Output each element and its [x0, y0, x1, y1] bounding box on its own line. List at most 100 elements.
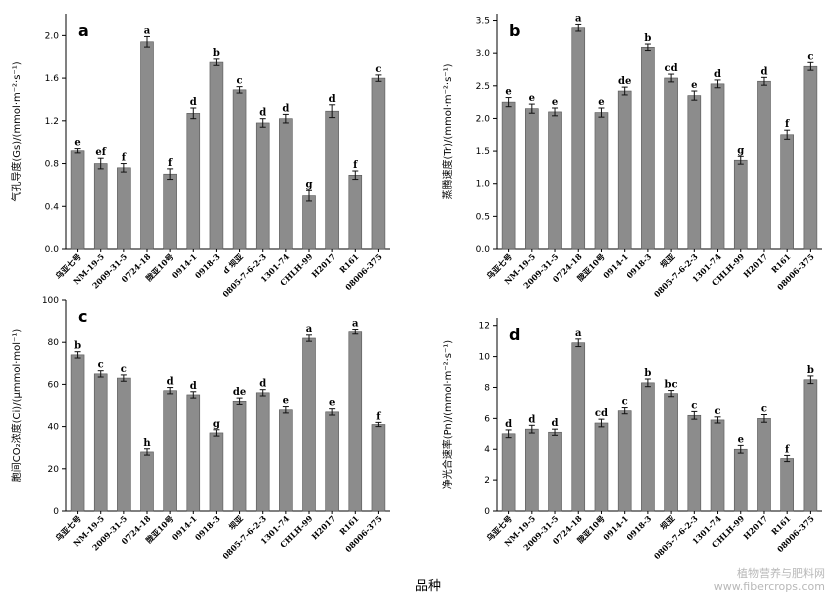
bar: [548, 431, 562, 512]
bar: [186, 394, 201, 512]
bar: [325, 411, 339, 512]
significance-letter: d: [259, 379, 266, 390]
y-tick-label: 2.0: [476, 114, 491, 124]
significance-letter: a: [575, 328, 582, 339]
bar: [70, 354, 85, 512]
y-tick-label: 2: [484, 476, 490, 486]
y-axis-title: 净光合速率(Pn)/(mmol·m⁻²·s⁻¹): [441, 340, 454, 490]
bar: [255, 392, 270, 512]
significance-letter: f: [785, 444, 790, 455]
y-tick-label: 6: [484, 414, 490, 424]
bar: [209, 61, 224, 250]
y-tick-label: 40: [48, 423, 60, 433]
bar: [117, 377, 131, 512]
y-tick-label: 10: [479, 353, 491, 363]
watermark-line1: 植物营养与肥料网: [737, 567, 825, 580]
category-label: H2017: [741, 251, 769, 279]
panel-d: 024681012净光合速率(Pn)/(mmol·m⁻²·s⁻¹)dd乌亚七号d…: [441, 318, 822, 561]
y-tick-label: 20: [48, 465, 60, 475]
significance-letter: e: [505, 87, 511, 98]
significance-letter: cd: [595, 408, 608, 419]
significance-letter: ef: [95, 147, 106, 158]
bar: [687, 414, 702, 512]
y-tick-label: 3.5: [476, 17, 490, 27]
significance-letter: f: [785, 119, 790, 130]
bar: [664, 77, 678, 250]
y-tick-label: 3.0: [476, 49, 491, 59]
x-axis-title: 品种: [415, 579, 441, 594]
bar: [617, 90, 632, 250]
significance-letter: c: [375, 64, 381, 75]
y-tick-label: 12: [479, 322, 490, 332]
significance-letter: c: [807, 51, 813, 62]
bar: [302, 337, 316, 512]
significance-letter: c: [714, 406, 720, 417]
bar: [93, 373, 108, 512]
panel-c: 020406080100胞间CO₂浓度(Ci)/(μmmol·mol⁻¹)cb乌…: [10, 296, 390, 561]
significance-letter: f: [122, 153, 127, 164]
y-tick-label: 60: [48, 380, 60, 390]
bar: [710, 419, 725, 512]
significance-letter: d: [505, 419, 512, 430]
significance-letter: d: [329, 94, 336, 105]
bar: [780, 134, 794, 250]
panel-letter: d: [509, 325, 520, 344]
significance-letter: de: [233, 387, 246, 398]
significance-letter: a: [575, 13, 582, 24]
bar: [594, 112, 609, 250]
significance-letter: d: [760, 66, 767, 77]
category-label: H2017: [309, 513, 337, 541]
bar: [780, 458, 794, 512]
y-tick-label: 80: [48, 338, 60, 348]
bar: [348, 331, 363, 512]
significance-letter: g: [737, 145, 744, 156]
bar: [641, 382, 655, 512]
y-tick-label: 100: [42, 296, 59, 306]
significance-letter: de: [618, 76, 631, 87]
bar: [232, 400, 247, 512]
significance-letter: e: [74, 138, 80, 149]
bar: [501, 101, 516, 250]
bar: [279, 409, 293, 512]
significance-letter: e: [598, 97, 604, 108]
bar: [571, 27, 586, 250]
y-tick-label: 1.6: [45, 74, 60, 84]
significance-letter: c: [622, 397, 628, 408]
y-tick-label: 0.0: [45, 245, 60, 255]
bar: [93, 163, 108, 250]
watermark-line2: www.fibercrops.com: [713, 580, 825, 593]
category-label: 坝亚: [658, 251, 676, 269]
y-tick-label: 4: [484, 445, 490, 455]
bar: [757, 80, 771, 250]
bar: [279, 118, 293, 250]
y-axis-title: 蒸腾速度(Tr)/(mmol·m⁻²·s⁻¹): [441, 63, 454, 199]
bar: [117, 167, 131, 250]
y-tick-label: 1.5: [476, 147, 490, 157]
category-label: H2017: [309, 251, 337, 279]
bar: [803, 65, 818, 250]
significance-letter: e: [283, 396, 289, 407]
bar: [255, 122, 270, 250]
significance-letter: e: [738, 434, 744, 445]
bar: [733, 159, 748, 250]
significance-letter: g: [213, 419, 220, 430]
panel-b: 0.0 0.5 1.0 1.5 2.0 2.5 3.0 3.5 蒸腾速度(Tr)/(mmol·m…: [441, 13, 822, 299]
significance-letter: d: [167, 377, 174, 388]
y-tick-label: 2.5: [476, 82, 490, 92]
category-label: 0918-3: [624, 251, 653, 280]
category-label: 坝亚: [227, 513, 245, 531]
significance-letter: f: [376, 411, 381, 422]
bar: [571, 342, 586, 512]
bar: [140, 451, 154, 512]
bar: [325, 110, 339, 250]
significance-letter: b: [74, 341, 81, 352]
bar: [501, 433, 516, 512]
significance-letter: e: [552, 97, 558, 108]
significance-letter: d: [282, 103, 289, 114]
y-tick-label: 0: [484, 507, 490, 517]
significance-letter: bc: [665, 380, 678, 391]
significance-letter: h: [143, 438, 151, 449]
significance-letter: e: [691, 80, 697, 91]
bar: [348, 174, 363, 250]
bar: [70, 150, 85, 250]
